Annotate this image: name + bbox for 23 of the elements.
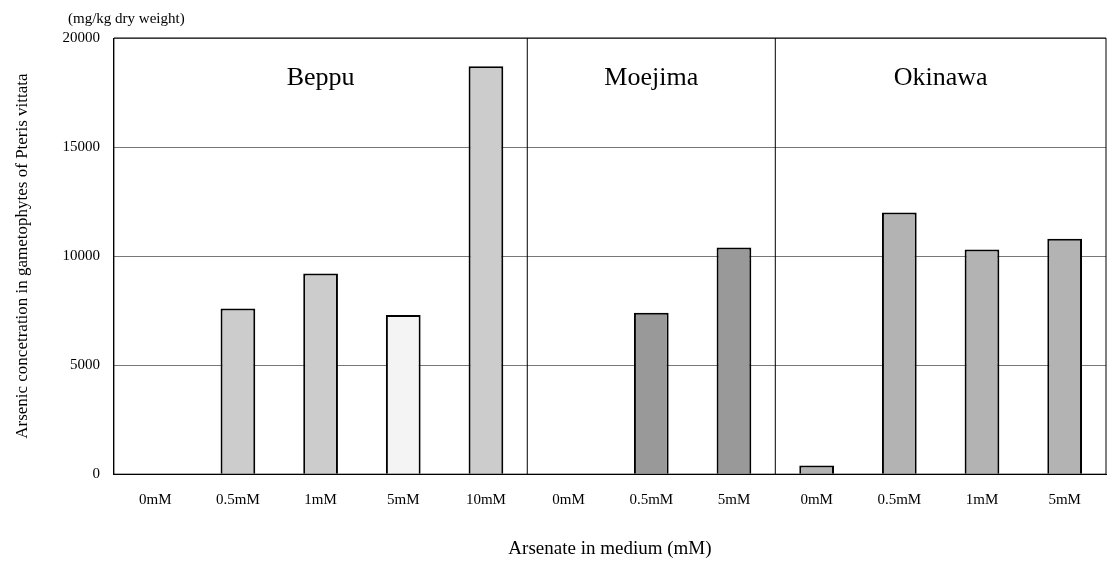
annotation: Beppu <box>286 61 355 91</box>
y-tick-label: 20000 <box>62 28 100 45</box>
y-tick-label: 5000 <box>69 356 100 373</box>
x-tick-label: 5mM <box>1048 491 1081 508</box>
y-tick-label: 10000 <box>62 247 100 264</box>
x-tick-label: 5mM <box>387 491 420 508</box>
chart-subtitle: (mg/kg dry weight) <box>68 10 185 28</box>
x-tick-label: 0.5mM <box>216 491 260 508</box>
y-tick-label: 15000 <box>62 137 100 154</box>
x-tick-label: 1mM <box>304 491 337 508</box>
x-tick-label: 5mM <box>717 491 751 508</box>
x-tick-label: 0mM <box>138 491 172 508</box>
x-tick-label: 1mM <box>965 491 999 508</box>
annotation: Moejima <box>604 61 699 91</box>
x-axis-title: Arsenate in medium (mM) <box>508 536 712 559</box>
x-tick-label: 0mM <box>800 491 833 508</box>
y-axis-title: Arsenic concetration in gametophytes of Pteris vittata <box>11 72 31 439</box>
y-tick-label: 0 <box>92 465 100 482</box>
x-tick-label: 0.5mM <box>877 491 922 508</box>
annotation: Okinawa <box>893 61 989 91</box>
x-tick-label: 0.5mM <box>629 491 674 508</box>
x-tick-label: 0mM <box>552 491 585 508</box>
x-tick-label: 10mM <box>465 491 506 508</box>
